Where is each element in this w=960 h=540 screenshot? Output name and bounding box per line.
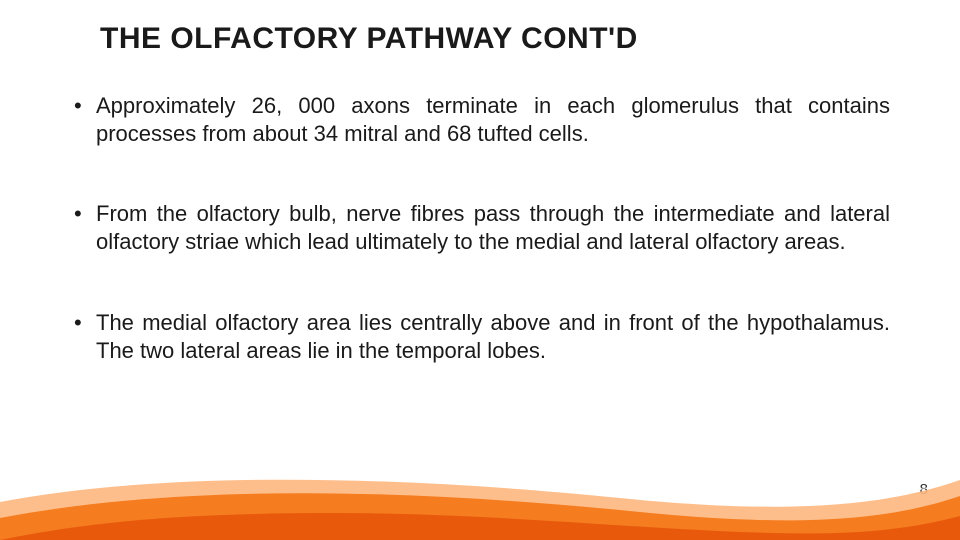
list-item: The medial olfactory area lies centrally… — [70, 309, 890, 365]
swoosh-layer-light — [0, 480, 960, 540]
bullet-list: Approximately 26, 000 axons terminate in… — [70, 92, 890, 365]
page-number: 8 — [920, 481, 928, 498]
list-item: Approximately 26, 000 axons terminate in… — [70, 92, 890, 148]
decorative-swoosh — [0, 420, 960, 540]
swoosh-layer-dark — [0, 513, 960, 540]
content-area: Approximately 26, 000 axons terminate in… — [70, 92, 890, 365]
swoosh-highlight — [0, 478, 960, 505]
page-title: THE OLFACTORY PATHWAY CONT'D — [100, 22, 638, 56]
list-item: From the olfactory bulb, nerve fibres pa… — [70, 200, 890, 256]
slide: THE OLFACTORY PATHWAY CONT'D Approximate… — [0, 0, 960, 540]
swoosh-layer-mid — [0, 493, 960, 540]
